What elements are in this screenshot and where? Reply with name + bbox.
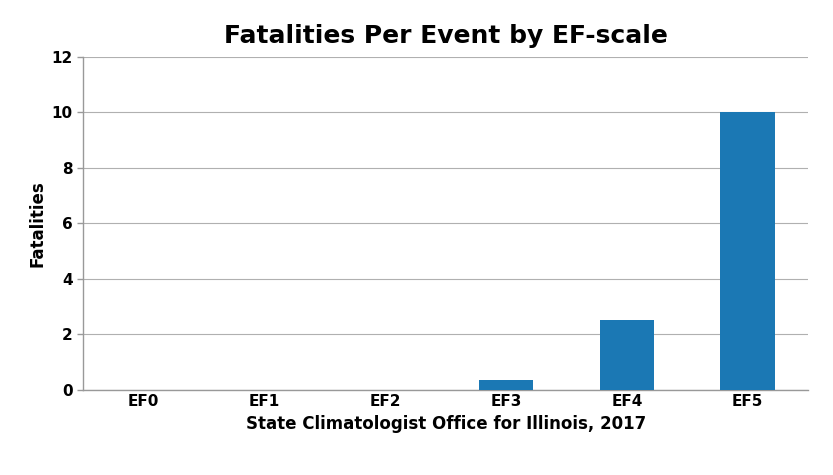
Title: Fatalities Per Event by EF-scale: Fatalities Per Event by EF-scale: [224, 24, 667, 48]
Bar: [479, 380, 533, 389]
Bar: [600, 320, 654, 390]
Bar: [721, 113, 775, 389]
X-axis label: State Climatologist Office for Illinois, 2017: State Climatologist Office for Illinois,…: [246, 415, 646, 433]
Y-axis label: Fatalities: Fatalities: [28, 180, 46, 266]
